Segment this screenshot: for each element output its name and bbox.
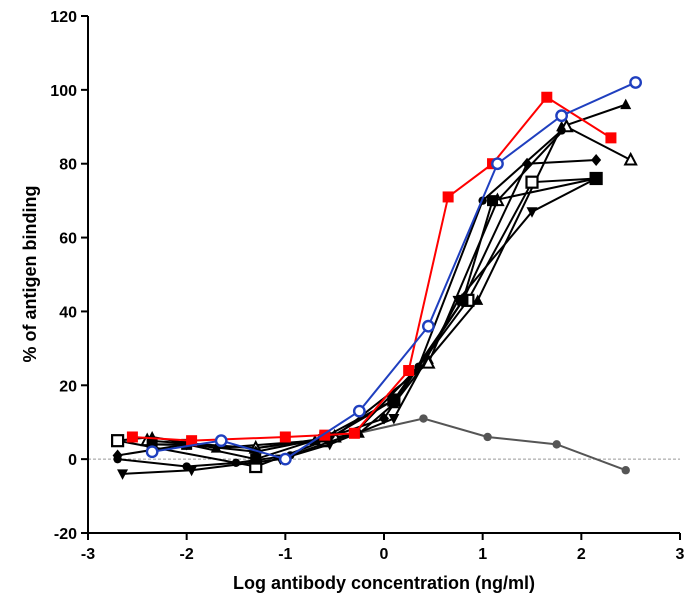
y-tick-label: 40 bbox=[59, 304, 77, 321]
data-point bbox=[126, 431, 138, 443]
data-point bbox=[555, 109, 568, 123]
series-line bbox=[151, 81, 637, 461]
data-point bbox=[352, 404, 366, 418]
data-point bbox=[590, 173, 602, 185]
data-point bbox=[348, 427, 360, 439]
ticks: -3 -2 -1 0 1 2 3 -20 0 20 40 60 80 100 120 bbox=[50, 9, 684, 563]
x-tick-label: 2 bbox=[577, 546, 586, 563]
series-line bbox=[122, 177, 597, 475]
y-tick-label: 100 bbox=[50, 83, 77, 100]
series-line bbox=[117, 129, 563, 468]
data-point bbox=[442, 191, 454, 203]
data-point bbox=[182, 462, 191, 471]
series-layer bbox=[110, 76, 642, 480]
y-tick-label: 0 bbox=[68, 452, 77, 469]
data-point bbox=[623, 151, 638, 166]
data-point bbox=[457, 294, 469, 306]
data-point bbox=[279, 431, 291, 443]
x-tick-label: 1 bbox=[478, 546, 487, 563]
data-point bbox=[591, 154, 602, 167]
data-point bbox=[278, 452, 292, 466]
x-tick-label: -3 bbox=[81, 546, 95, 563]
series-line bbox=[132, 95, 612, 442]
data-series bbox=[112, 98, 632, 453]
x-axis-title: Log antibody concentration (ng/ml) bbox=[233, 573, 535, 593]
data-point bbox=[113, 454, 122, 464]
data-point bbox=[231, 458, 241, 468]
series-line bbox=[152, 177, 597, 461]
data-point bbox=[472, 294, 484, 305]
data-point bbox=[146, 438, 158, 450]
data-point bbox=[620, 98, 632, 110]
axes bbox=[87, 16, 680, 534]
data-point bbox=[421, 354, 436, 369]
data-point bbox=[491, 157, 504, 171]
data-point bbox=[487, 195, 499, 207]
data-point bbox=[319, 429, 331, 441]
y-tick-label: -20 bbox=[54, 526, 77, 543]
y-tick-label: 20 bbox=[59, 378, 77, 395]
data-point bbox=[621, 466, 630, 475]
data-point bbox=[388, 414, 400, 425]
data-point bbox=[421, 319, 435, 333]
x-tick-label: -1 bbox=[278, 546, 292, 563]
data-point bbox=[110, 434, 125, 448]
y-tick-label: 80 bbox=[59, 157, 77, 174]
data-series bbox=[126, 91, 617, 447]
y-tick-label: 60 bbox=[59, 231, 77, 248]
data-point bbox=[388, 394, 400, 406]
data-point bbox=[483, 432, 492, 442]
x-tick-label: 3 bbox=[676, 546, 685, 563]
data-point bbox=[522, 157, 533, 170]
data-series bbox=[113, 126, 566, 471]
y-axis-title: % of antigen binding bbox=[20, 186, 40, 363]
data-point bbox=[526, 207, 538, 218]
data-point bbox=[557, 126, 566, 135]
data-point bbox=[117, 469, 129, 480]
data-point bbox=[214, 434, 228, 448]
data-point bbox=[629, 76, 642, 89]
data-point bbox=[552, 440, 561, 449]
data-point bbox=[403, 365, 415, 377]
data-point bbox=[452, 295, 464, 307]
data-point bbox=[541, 91, 553, 103]
data-point bbox=[605, 132, 617, 144]
data-point bbox=[525, 175, 539, 189]
x-tick-label: 0 bbox=[380, 546, 389, 563]
y-tick-label: 120 bbox=[50, 9, 77, 26]
series-line bbox=[117, 159, 597, 457]
data-point bbox=[145, 445, 159, 459]
x-tick-label: -2 bbox=[180, 546, 194, 563]
data-point bbox=[186, 435, 198, 447]
data-point bbox=[414, 362, 423, 372]
data-series bbox=[145, 76, 642, 466]
data-point bbox=[419, 414, 428, 423]
